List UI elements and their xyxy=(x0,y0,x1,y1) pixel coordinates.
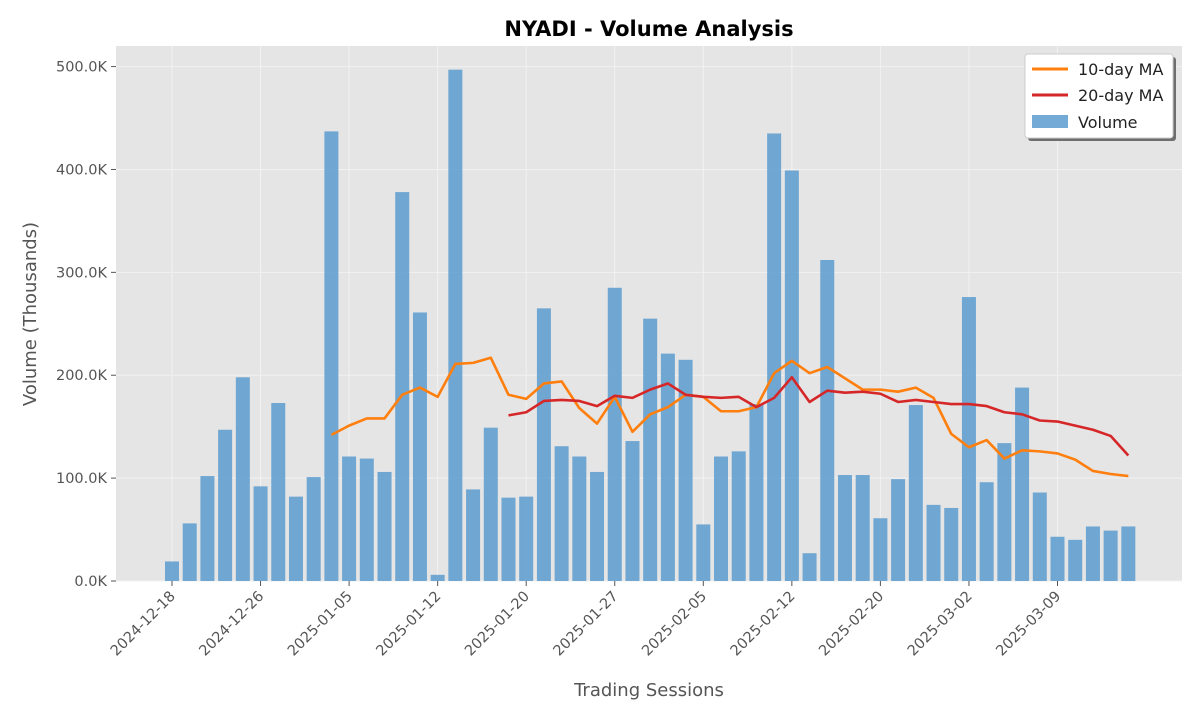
legend-label-volume: Volume xyxy=(1078,113,1138,132)
volume-bar xyxy=(466,489,481,581)
y-tick-label: 300.0K xyxy=(56,265,108,281)
y-tick-label: 400.0K xyxy=(56,162,108,178)
volume-bar xyxy=(820,260,835,581)
legend-label-10-day-ma: 10-day MA xyxy=(1078,60,1163,79)
ma-20-line xyxy=(508,375,1130,457)
volume-bar xyxy=(395,192,410,581)
volume-bar xyxy=(607,287,622,581)
volume-bar xyxy=(1068,539,1083,581)
volume-bar xyxy=(961,297,976,581)
volume-bar xyxy=(1050,536,1065,581)
volume-bar xyxy=(590,471,605,581)
volume-bar xyxy=(944,507,959,581)
volume-bar xyxy=(218,429,233,581)
volume-bar xyxy=(359,458,374,581)
volume-bar xyxy=(572,456,587,581)
legend-label-20-day-ma: 20-day MA xyxy=(1078,86,1163,105)
volume-bar xyxy=(501,497,516,581)
volume-bar xyxy=(837,475,852,581)
x-tick-label: 2025-02-05 xyxy=(639,589,710,660)
x-axis-ticks: 2024-12-18 2024-12-26 2025-01-05 2025-01-12… xyxy=(108,581,1064,659)
x-tick-label: 2024-12-26 xyxy=(196,589,267,660)
y-tick-label: 500.0K xyxy=(56,60,108,76)
volume-bar xyxy=(767,133,782,581)
volume-bar xyxy=(1121,526,1136,581)
legend-swatch-volume xyxy=(1032,115,1068,128)
volume-bar xyxy=(324,131,339,581)
legend: 10-day MA 20-day MA Volume xyxy=(1024,53,1176,141)
volume-bar xyxy=(625,441,640,581)
volume-bar xyxy=(979,482,994,581)
y-axis-label: Volume (Thousands) xyxy=(20,222,41,406)
volume-bar xyxy=(678,359,693,581)
volume-bar xyxy=(784,170,799,582)
volume-bar xyxy=(926,504,941,581)
volume-bar xyxy=(430,574,445,581)
volume-bar xyxy=(873,518,888,581)
volume-bar xyxy=(891,479,906,581)
volume-bar xyxy=(643,318,658,581)
x-axis-label: Trading Sessions xyxy=(573,680,724,701)
volume-bar xyxy=(802,553,817,581)
volume-bar xyxy=(448,69,463,581)
y-tick-label: 100.0K xyxy=(56,471,108,487)
x-tick-label: 2025-03-02 xyxy=(905,589,976,660)
y-tick-label: 200.0K xyxy=(56,368,108,384)
volume-bar xyxy=(660,353,675,582)
volume-bar xyxy=(200,476,215,581)
volume-bar xyxy=(235,377,250,581)
volume-bar xyxy=(536,308,551,581)
chart-title: NYADI - Volume Analysis xyxy=(504,17,793,41)
x-tick-label: 2025-01-05 xyxy=(285,589,356,660)
volume-bar xyxy=(731,451,746,581)
y-axis-ticks: 0.0K 100.0K 200.0K 300.0K 400.0K 500.0K xyxy=(56,60,116,590)
volume-bar xyxy=(519,496,534,581)
volume-bar xyxy=(165,561,179,581)
x-tick-label: 2025-01-12 xyxy=(374,589,445,660)
volume-bars xyxy=(165,69,1136,582)
volume-bar xyxy=(696,524,711,581)
volume-bar xyxy=(1015,387,1030,581)
volume-bar xyxy=(342,456,357,581)
x-tick-label: 2025-03-09 xyxy=(993,589,1064,660)
y-tick-label: 0.0K xyxy=(74,574,107,590)
volume-bar xyxy=(554,446,569,581)
x-tick-label: 2025-02-12 xyxy=(728,589,799,660)
volume-bar xyxy=(412,312,427,581)
x-tick-label: 2025-01-20 xyxy=(462,589,533,660)
x-tick-label: 2025-02-20 xyxy=(816,589,887,660)
volume-bar xyxy=(1032,492,1047,581)
volume-bar xyxy=(908,405,923,581)
volume-bar xyxy=(1085,526,1100,581)
volume-bar xyxy=(483,427,498,581)
moving-average-lines xyxy=(330,356,1130,478)
volume-bar xyxy=(855,475,870,581)
ma-10-line xyxy=(330,356,1129,478)
x-tick-label: 2025-01-27 xyxy=(551,589,622,660)
volume-bar xyxy=(377,471,392,581)
volume-bar xyxy=(271,403,286,581)
volume-bar xyxy=(288,496,303,581)
volume-bar xyxy=(997,443,1012,581)
volume-bar xyxy=(182,523,197,581)
x-tick-label: 2024-12-18 xyxy=(108,589,179,660)
volume-bar xyxy=(749,404,764,581)
volume-bar xyxy=(714,456,729,581)
volume-bar xyxy=(253,486,268,581)
volume-bar xyxy=(1103,530,1118,581)
volume-bar xyxy=(306,477,321,581)
